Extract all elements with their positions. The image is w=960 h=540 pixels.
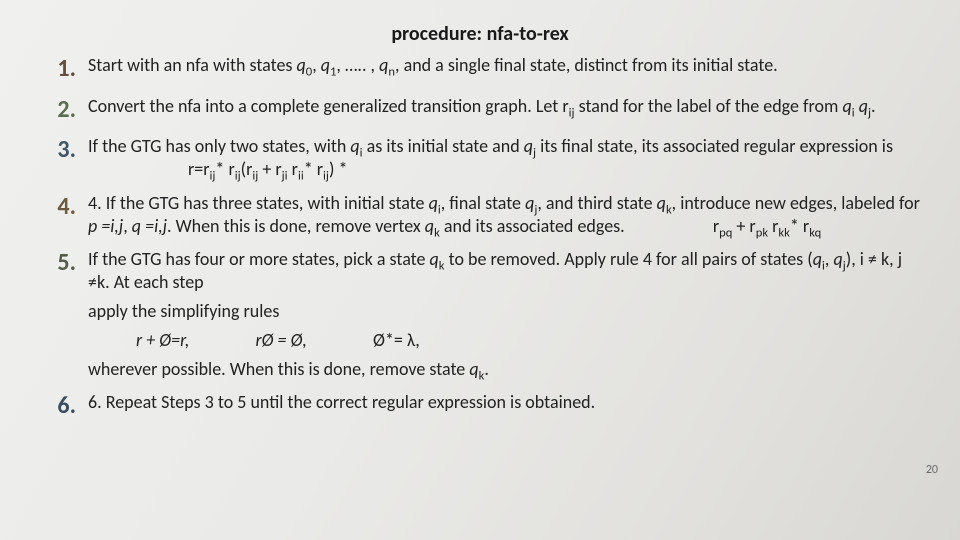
step-number: [40, 54, 88, 85]
step-number: [40, 391, 88, 422]
step-3: If the GTG has only two states, with qi …: [40, 135, 920, 181]
slide-root: procedure: nfa-to-rex Start with an nfa …: [0, 0, 960, 540]
step-body: If the GTG has only two states, with qi …: [88, 135, 920, 181]
step-6: 6. Repeat Steps 3 to 5 until the correct…: [40, 391, 920, 422]
procedure-list: Start with an nfa with states q0, q1, ….…: [40, 54, 920, 421]
step-4: 4. If the GTG has three states, with ini…: [40, 192, 920, 238]
step-5-text-b: apply the simplifying rules: [88, 300, 920, 323]
step-5: If the GTG has four or more states, pick…: [40, 248, 920, 381]
formula-term-3: Ø*= λ,: [373, 329, 420, 352]
step-number: [40, 192, 88, 223]
step-body: 4. If the GTG has three states, with ini…: [88, 192, 920, 238]
step-3-text: If the GTG has only two states, with qi …: [88, 135, 893, 157]
page-number: 20: [926, 463, 938, 477]
step-number: [40, 135, 88, 166]
step-body: Convert the nfa into a complete generali…: [88, 95, 920, 118]
step-number: [40, 248, 88, 279]
step-number: [40, 95, 88, 126]
step-2: Convert the nfa into a complete generali…: [40, 95, 920, 126]
step-body: If the GTG has four or more states, pick…: [88, 248, 920, 381]
formula-term-1: r + Ø=r,: [136, 329, 189, 352]
formula-term-2: rØ = Ø,: [255, 329, 306, 352]
slide-title: procedure: nfa-to-rex: [40, 22, 920, 46]
step-1: Start with an nfa with states q0, q1, ….…: [40, 54, 920, 85]
step-5-text-a: If the GTG has four or more states, pick…: [88, 248, 920, 294]
step-4-formula: rpq + rpk rkk* rkq: [629, 215, 821, 238]
step-body: Start with an nfa with states q0, q1, ….…: [88, 54, 920, 77]
step-body: 6. Repeat Steps 3 to 5 until the correct…: [88, 391, 920, 414]
step-5-formulas: r + Ø=r, rØ = Ø, Ø*= λ,: [88, 329, 920, 352]
step-3-formula: r=rij* rij(rij + rji rii* rij) *: [88, 158, 347, 181]
step-5-text-c: wherever possible. When this is done, re…: [88, 358, 920, 381]
